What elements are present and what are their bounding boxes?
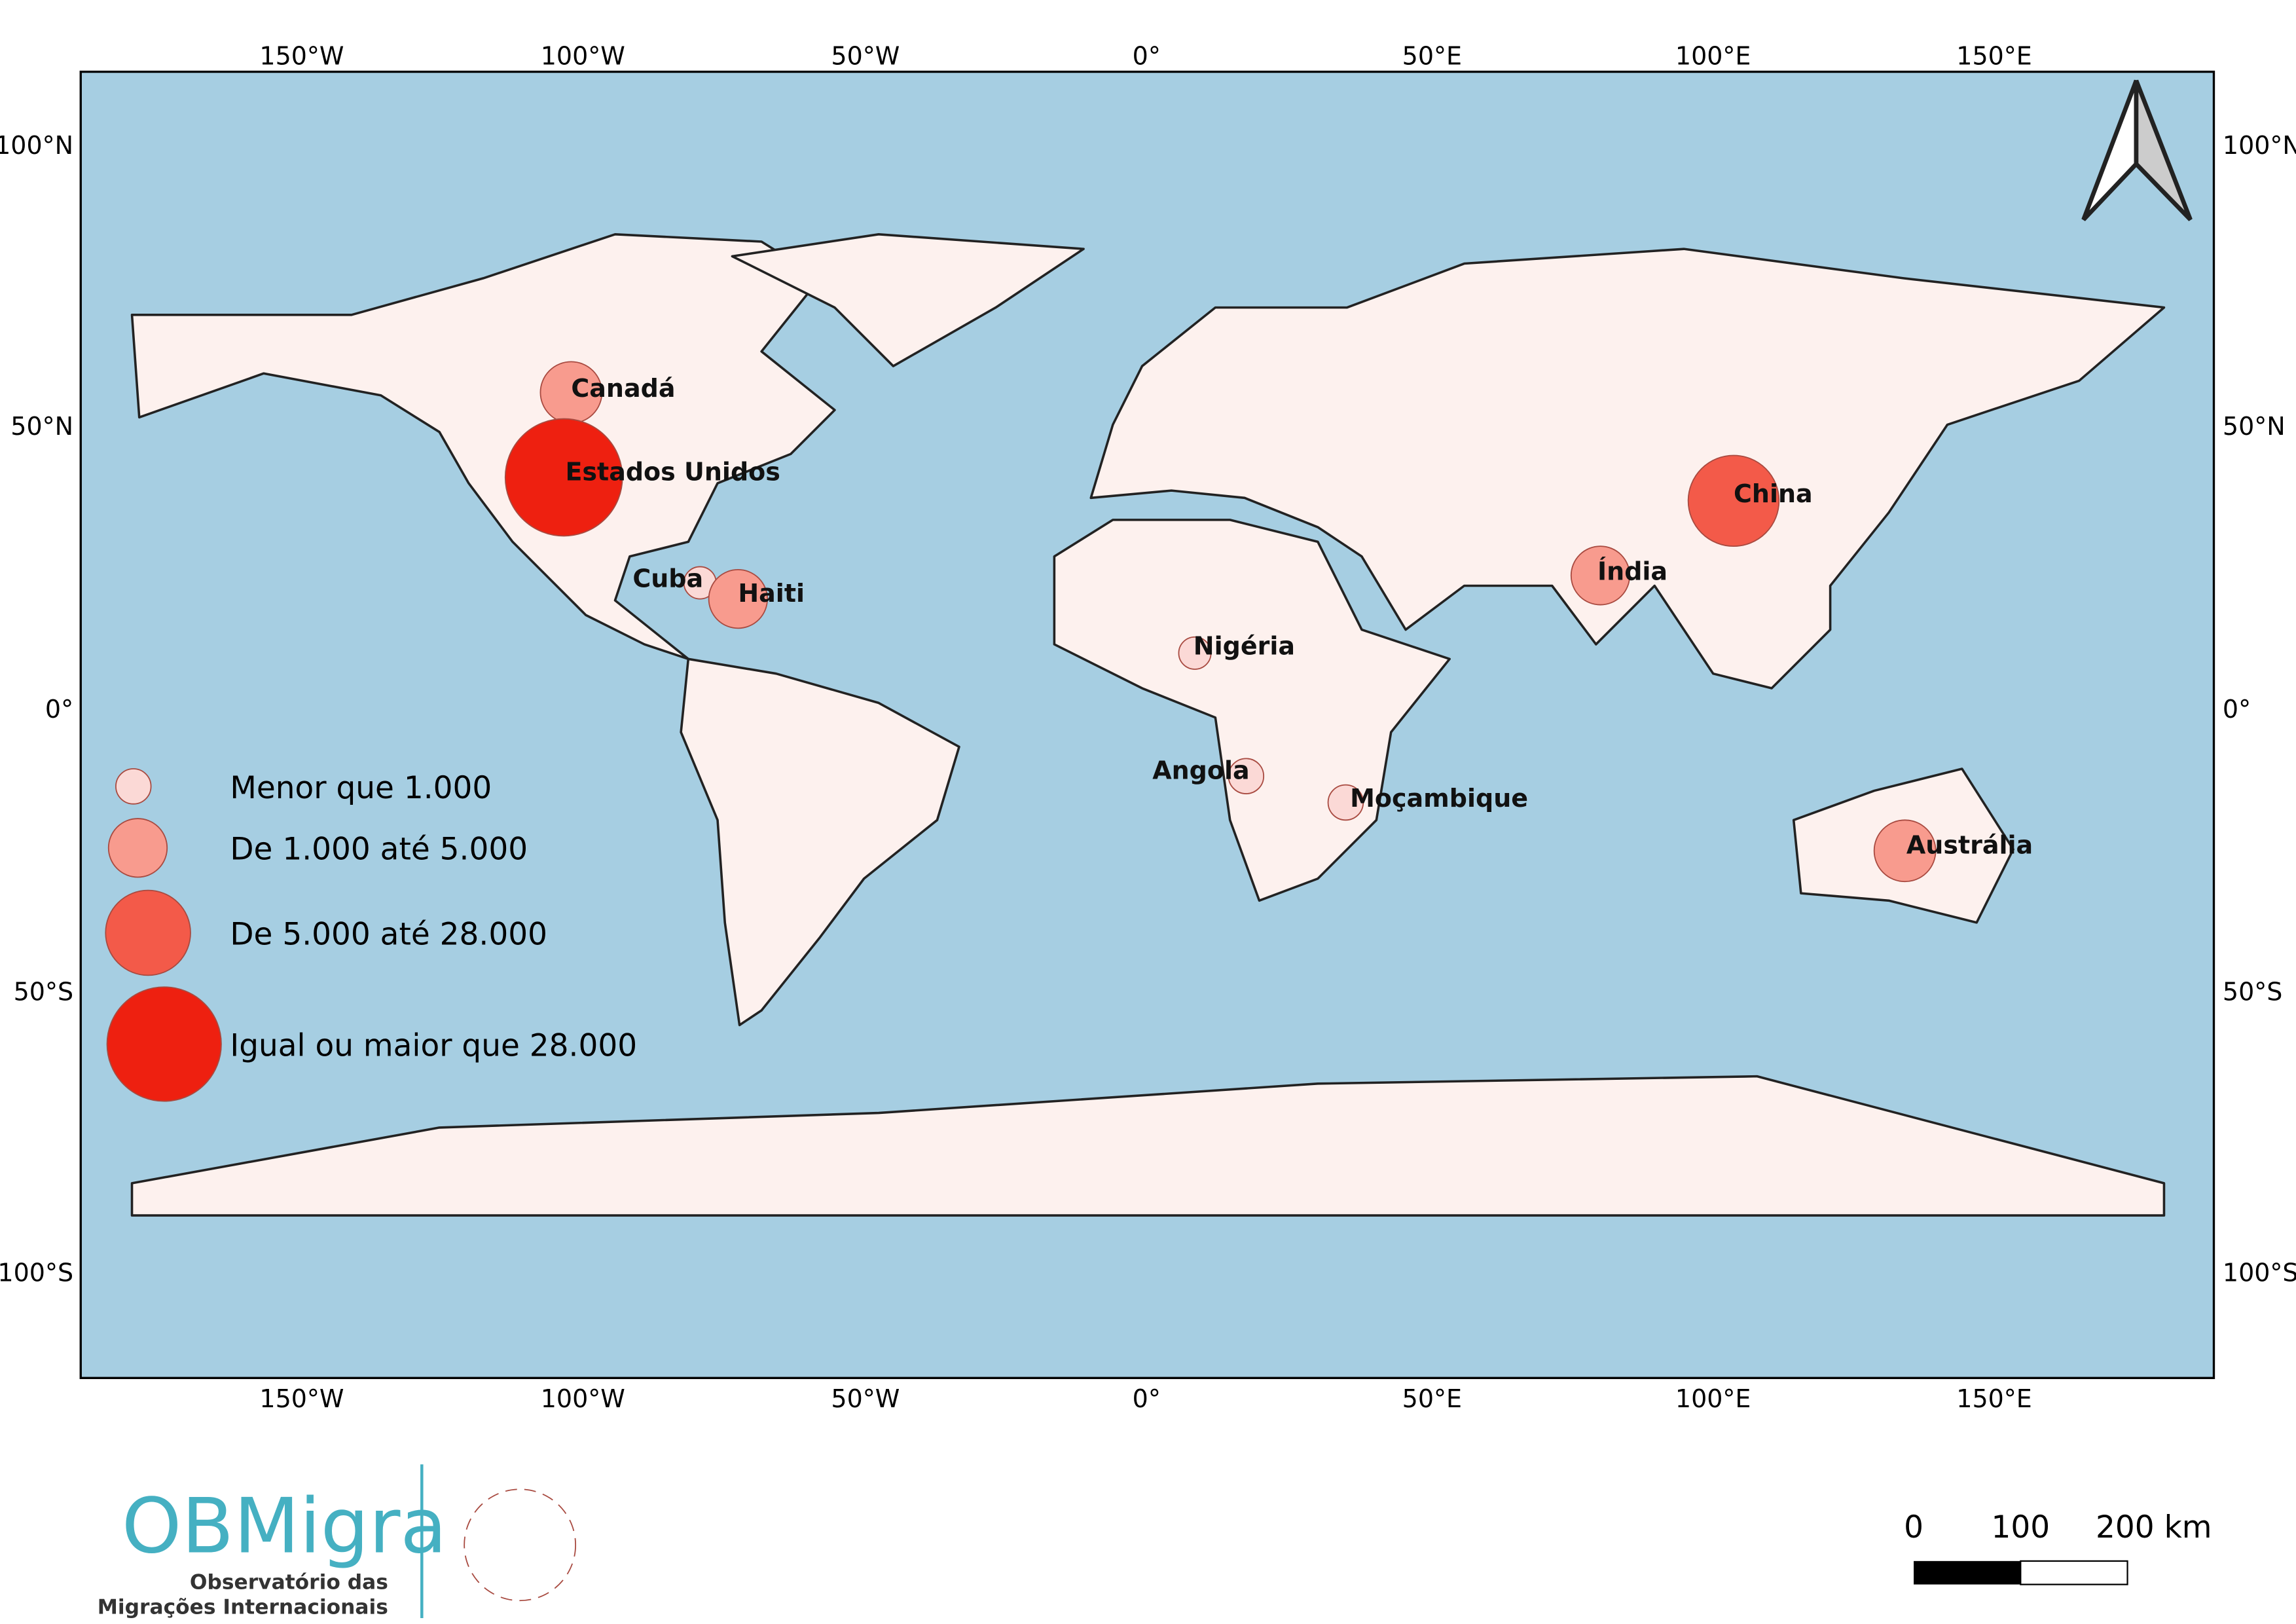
logo-name: OBMigra xyxy=(122,1482,447,1570)
legend-marker xyxy=(107,818,168,878)
lon-tick-label: 150°E xyxy=(1956,41,2032,70)
lat-tick-label: 100°S xyxy=(2223,1259,2296,1287)
legend-label: Menor que 1.000 xyxy=(230,770,492,806)
lat-tick-label: 100°S xyxy=(0,1259,73,1287)
country-label: Estados Unidos xyxy=(565,457,780,486)
scale-label: 100 xyxy=(1991,1509,2050,1545)
north-arrow xyxy=(2081,79,2193,221)
lon-tick-label: 100°E xyxy=(1675,1384,1751,1413)
country-marker xyxy=(708,569,768,629)
country-label: Cuba xyxy=(632,564,703,593)
lat-tick-label: 0° xyxy=(45,695,73,724)
land xyxy=(130,233,2166,1217)
scale-label: 0 xyxy=(1904,1509,1923,1545)
country-label: Canadá xyxy=(571,374,675,403)
lon-tick-label: 150°E xyxy=(1956,1384,2032,1413)
lat-tick-label: 50°S xyxy=(2223,977,2282,1006)
lon-tick-label: 150°W xyxy=(259,1384,344,1413)
country-label: Angola xyxy=(1152,756,1249,785)
country-label: China xyxy=(1734,479,1813,508)
legend-label: Igual ou maior que 28.000 xyxy=(230,1027,637,1063)
country-marker xyxy=(1687,454,1780,547)
country-marker xyxy=(1228,758,1265,794)
lat-tick-label: 50°S xyxy=(14,977,73,1006)
legend-marker xyxy=(105,889,191,976)
lat-tick-label: 50°N xyxy=(2223,412,2286,441)
country-label: Índia xyxy=(1597,557,1667,586)
lon-tick-label: 100°E xyxy=(1675,41,1751,70)
lon-tick-label: 0° xyxy=(1133,1384,1161,1413)
legend-label: De 5.000 até 28.000 xyxy=(230,916,547,952)
country-label: Haiti xyxy=(738,579,805,608)
legend-marker xyxy=(106,986,222,1102)
lon-tick-label: 50°W xyxy=(831,41,900,70)
lat-tick-label: 100°N xyxy=(0,131,73,160)
country-label: Austrália xyxy=(1906,831,2033,860)
lat-tick-label: 100°N xyxy=(2223,131,2296,160)
lon-tick-label: 50°W xyxy=(831,1384,900,1413)
legend-label: De 1.000 até 5.000 xyxy=(230,832,528,868)
lon-tick-label: 50°E xyxy=(1402,1384,1462,1413)
scale-label: 200 km xyxy=(2096,1509,2212,1545)
country-marker xyxy=(1570,545,1631,606)
country-marker xyxy=(1178,636,1212,670)
logo-line: Migrações Internacionais xyxy=(98,1595,388,1619)
logo: OBMigra Observatório das Migrações Inter… xyxy=(98,1464,577,1619)
scale-bar xyxy=(1914,1560,2128,1585)
country-marker xyxy=(504,418,623,537)
country-marker xyxy=(1873,819,1937,883)
logo-line: Observatório das xyxy=(190,1570,388,1594)
lat-tick-label: 50°N xyxy=(10,412,73,441)
country-label: Moçambique xyxy=(1350,784,1528,813)
lon-tick-label: 100°W xyxy=(541,41,625,70)
legend-marker xyxy=(115,768,152,805)
country-label: Nigéria xyxy=(1194,632,1295,661)
lat-tick-label: 0° xyxy=(2223,695,2251,724)
lon-tick-label: 100°W xyxy=(541,1384,625,1413)
lon-tick-label: 0° xyxy=(1133,41,1161,70)
lon-tick-label: 150°W xyxy=(259,41,344,70)
lon-tick-label: 50°E xyxy=(1402,41,1462,70)
country-marker xyxy=(1327,784,1364,821)
